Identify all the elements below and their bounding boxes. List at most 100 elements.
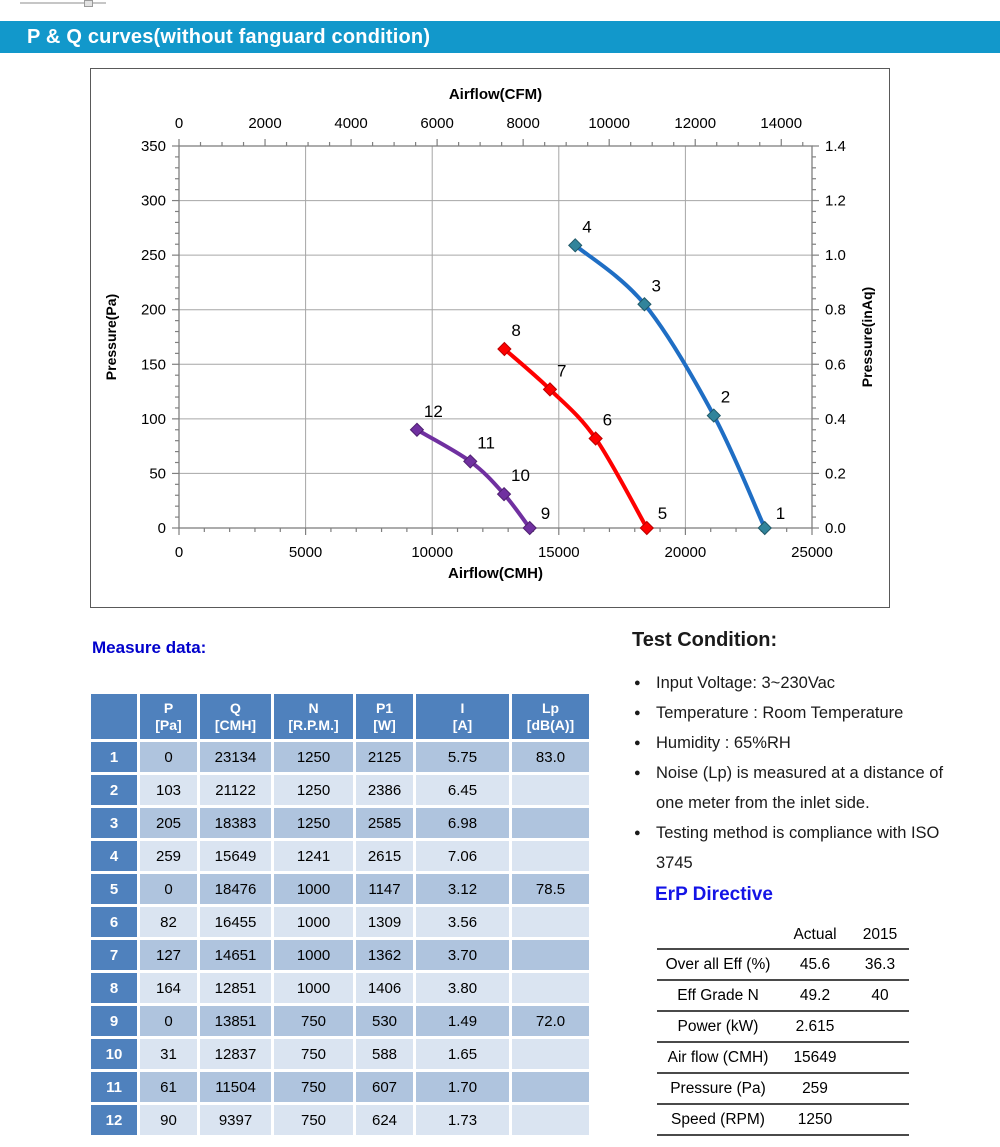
erp-cell: Over all Eff (%) [665,955,771,973]
x-top-tick-label: 4000 [334,115,367,132]
point-label: 3 [651,276,660,295]
point-label: 12 [424,402,443,421]
y-right-tick-label: 0.4 [825,411,846,428]
measure-cell: 1000 [274,973,353,1003]
measure-cell: 1147 [356,874,413,904]
measure-cell: 2386 [356,775,413,805]
measure-cell: 2615 [356,841,413,871]
measure-data-table: P [Pa] Q [CMH] N [R.P.M.] P1 [W] I [A] Lp [dB(A)] 1 0… [91,694,589,1135]
curve-750rpm-marker [463,454,478,469]
measure-cell [512,940,589,970]
measure-row-number: 12 [91,1105,137,1135]
measure-cell [512,1105,589,1135]
measure-cell: 1.65 [416,1039,509,1069]
x-top-tick-label: 10000 [588,115,630,132]
measure-cell: 83.0 [512,742,589,772]
measure-cell: 7.06 [416,841,509,871]
measure-cell: 530 [356,1006,413,1036]
measure-col-header-blank [91,694,137,739]
y-right-tick-label: 1.0 [825,247,846,264]
measure-row-number: 3 [91,808,137,838]
section-title: P & Q curves(without fanguard condition) [27,26,431,48]
measure-cell: 0 [140,874,197,904]
test-condition-item: Temperature : Room Temperature [634,698,970,728]
curve-1000rpm-marker [497,341,512,357]
test-condition-item: Humidity : 65%RH [634,728,970,758]
measure-cell: 21122 [200,775,271,805]
measure-cell: 1241 [274,841,353,871]
measure-row-number: 2 [91,775,137,805]
measure-cell: 1406 [356,973,413,1003]
point-label: 2 [721,388,730,407]
y-left-tick-label: 300 [141,193,166,210]
x-bottom-tick-label: 5000 [289,544,322,561]
x-top-tick-label: 12000 [674,115,716,132]
erp-row: Power (kW) 2.615 [657,1012,909,1043]
measure-cell: 164 [140,973,197,1003]
measure-cell [512,973,589,1003]
measure-cell: 1362 [356,940,413,970]
curve-1250rpm-marker [757,520,772,536]
y-right-tick-label: 1.4 [825,138,846,155]
x-top-tick-label: 6000 [420,115,453,132]
point-label: 7 [557,361,566,380]
point-label: 6 [603,411,612,430]
measure-cell: 6.45 [416,775,509,805]
measure-row-number: 5 [91,874,137,904]
point-label: 9 [541,504,550,523]
measure-cell: 3.56 [416,907,509,937]
measure-cell [512,808,589,838]
erp-cell: 40 [871,986,889,1004]
measure-cell: 12837 [200,1039,271,1069]
measure-row-number: 7 [91,940,137,970]
erp-directive-heading: ErP Directive [655,884,773,905]
y-left-tick-label: 350 [141,138,166,155]
measure-col-header: Q [CMH] [200,694,271,739]
measure-cell: 1000 [274,874,353,904]
x-bottom-tick-label: 25000 [791,544,833,561]
y-left-axis-title: Pressure(Pa) [103,294,119,380]
erp-cell: 45.6 [799,955,831,973]
erp-cell: Power (kW) [677,1017,759,1035]
measure-cell: 607 [356,1072,413,1102]
curve-1250rpm-marker [568,238,583,253]
measure-cell: 750 [274,1105,353,1135]
y-left-tick-label: 150 [141,356,166,373]
measure-cell: 103 [140,775,197,805]
point-label: 11 [477,433,495,452]
erp-cell: Speed (RPM) [671,1110,765,1128]
measure-cell: 259 [140,841,197,871]
curve-750rpm-line [414,427,532,530]
measure-cell: 5.75 [416,742,509,772]
test-condition-item: Testing method is compliance with ISO 37… [634,818,970,878]
y-left-tick-label: 100 [141,411,166,428]
erp-cell: Eff Grade N [677,986,759,1004]
measure-cell: 18476 [200,874,271,904]
measure-cell: 127 [140,940,197,970]
erp-cell: 2.615 [795,1017,835,1035]
curve-1000rpm-marker [639,520,655,536]
measure-cell: 16455 [200,907,271,937]
measure-cell: 1309 [356,907,413,937]
measure-cell: 90 [140,1105,197,1135]
measure-cell: 1000 [274,940,353,970]
measure-cell [512,841,589,871]
measure-cell [512,1039,589,1069]
measure-cell: 31 [140,1039,197,1069]
measure-cell: 13851 [200,1006,271,1036]
measure-col-header: P [Pa] [140,694,197,739]
point-label: 1 [776,504,785,523]
measure-cell: 11504 [200,1072,271,1102]
measure-cell: 1000 [274,907,353,937]
measure-cell: 3.70 [416,940,509,970]
measure-cell: 6.98 [416,808,509,838]
measure-row-number: 10 [91,1039,137,1069]
erp-cell: Air flow (CMH) [667,1048,769,1066]
curve-1000rpm-line [502,347,649,530]
point-label: 5 [658,504,667,523]
measure-col-header: I [A] [416,694,509,739]
point-label: 8 [511,321,520,340]
y-right-tick-label: 0.8 [825,302,846,319]
erp-cell: 1250 [797,1110,833,1128]
